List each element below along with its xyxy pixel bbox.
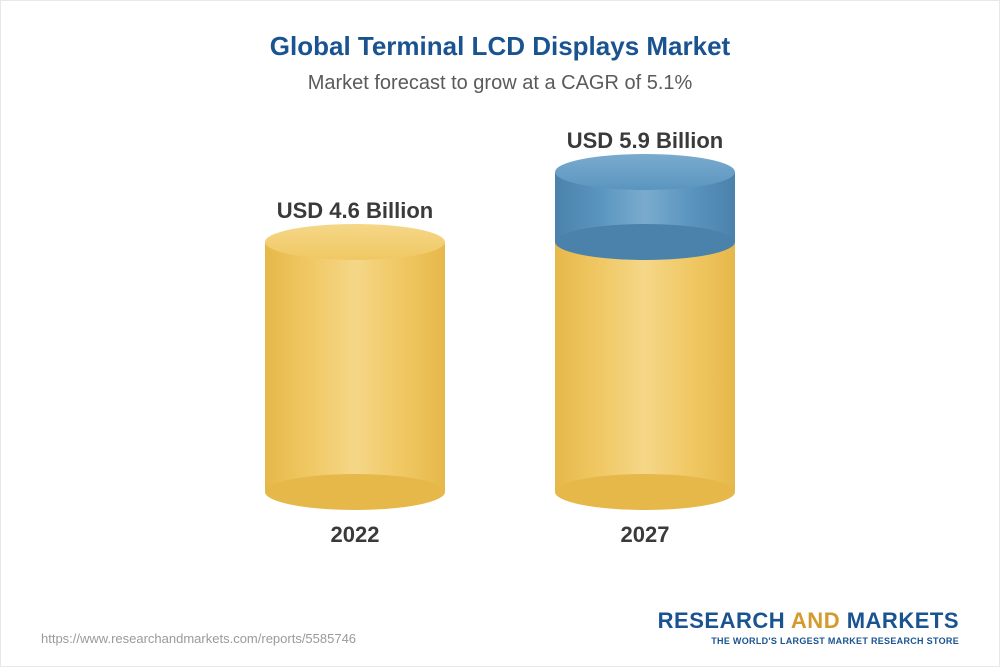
cylinder-body-2027	[555, 172, 735, 492]
value-label-2022: USD 4.6 Billion	[277, 198, 433, 224]
chart-container: Global Terminal LCD Displays Market Mark…	[0, 0, 1000, 667]
chart-subtitle: Market forecast to grow at a CAGR of 5.1…	[41, 72, 959, 95]
chart-area: USD 4.6 Billion 2022 USD 5.9 Billion 202…	[41, 125, 959, 598]
source-url: https://www.researchandmarkets.com/repor…	[41, 631, 356, 646]
value-label-2027: USD 5.9 Billion	[567, 128, 723, 154]
logo-markets: MARKETS	[847, 608, 959, 633]
footer: https://www.researchandmarkets.com/repor…	[41, 598, 959, 646]
year-label-2027: 2027	[621, 522, 670, 548]
logo: RESEARCH AND MARKETS THE WORLD'S LARGEST…	[658, 608, 959, 646]
year-label-2022: 2022	[331, 522, 380, 548]
cylinder-segment-2022-0	[265, 242, 445, 492]
logo-main: RESEARCH AND MARKETS	[658, 608, 959, 634]
logo-and: AND	[791, 608, 840, 633]
cylinder-2027: USD 5.9 Billion 2027	[555, 128, 735, 548]
cylinder-top-2027	[555, 154, 735, 190]
chart-title: Global Terminal LCD Displays Market	[41, 31, 959, 62]
cylinder-top-2022	[265, 224, 445, 260]
cylinder-body-2022	[265, 242, 445, 492]
cylinder-segment-2027-1	[555, 242, 735, 492]
logo-tagline: THE WORLD'S LARGEST MARKET RESEARCH STOR…	[658, 636, 959, 646]
logo-research: RESEARCH	[658, 608, 785, 633]
cylinder-bottom-2027	[555, 474, 735, 510]
cylinder-segment-top-2027-1	[555, 224, 735, 260]
cylinder-2022: USD 4.6 Billion 2022	[265, 198, 445, 548]
cylinder-bottom-2022	[265, 474, 445, 510]
